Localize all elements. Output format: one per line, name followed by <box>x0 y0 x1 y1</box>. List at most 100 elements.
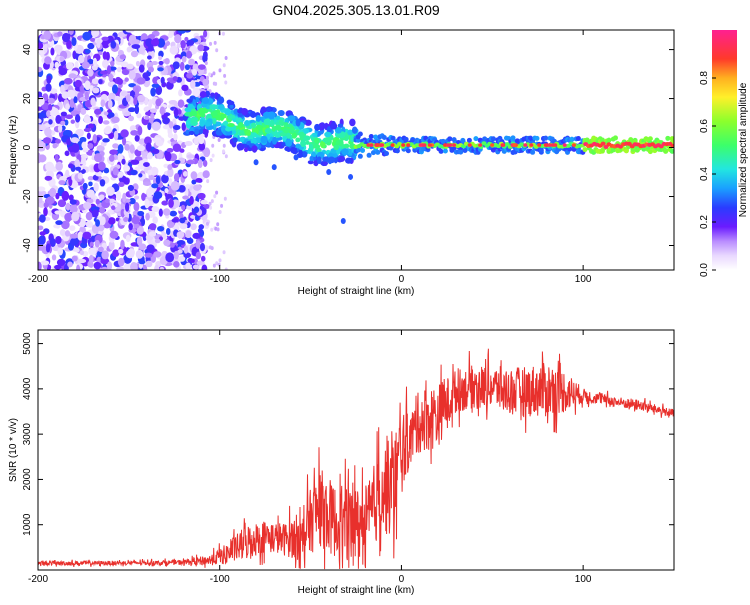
spectrogram-cell <box>197 192 206 200</box>
spectrogram-cell <box>87 175 94 181</box>
spectrogram-cell <box>116 66 122 73</box>
spectrogram-cell <box>129 169 138 176</box>
spectrogram-cell <box>200 199 208 205</box>
spectrogram-cell <box>239 137 245 143</box>
spectrogram-cell <box>117 152 123 162</box>
spectrogram-cell <box>59 55 65 62</box>
spectrogram-cell <box>133 202 140 212</box>
x-tick-label: 100 <box>575 574 592 585</box>
spectrogram-cell <box>318 123 324 131</box>
spectrogram-cell <box>172 124 181 131</box>
spectrogram-cell <box>75 114 81 123</box>
spectrogram-cell <box>151 183 159 189</box>
spectrogram-cell <box>224 80 228 85</box>
spectrogram-cell <box>243 120 250 127</box>
spectrogram-cell <box>229 104 234 109</box>
spectrogram-cell <box>195 251 202 260</box>
spectrogram-cell <box>151 148 160 155</box>
spectrogram-cell <box>205 75 209 80</box>
spectrogram-cell <box>160 76 165 85</box>
spectrogram-cell <box>575 136 581 142</box>
spectrogram-cell <box>71 37 77 47</box>
spectrogram-cell <box>173 133 178 141</box>
spectrogram-cell <box>218 68 222 73</box>
spectrogram-cell <box>38 196 43 204</box>
x-tick-label: -100 <box>210 574 230 585</box>
spectrogram-cell <box>111 84 118 94</box>
spectrogram-cell <box>38 225 44 231</box>
spectrogram-cell <box>46 196 55 205</box>
spectrogram-cell <box>215 48 219 53</box>
spectrogram-cell <box>163 239 171 247</box>
spectrogram-cell <box>179 217 186 224</box>
spectrogram-cell <box>201 264 208 270</box>
spectrogram-cell <box>380 143 385 147</box>
spectrogram-cell <box>174 159 181 165</box>
spectrogram-cell <box>142 264 148 270</box>
spectrogram-cell <box>64 150 70 157</box>
spectrogram-cell <box>215 190 219 195</box>
spectrogram-cell <box>167 167 174 178</box>
spectrogram-cell <box>390 135 396 141</box>
spectrogram-cell <box>174 34 182 44</box>
spectrogram-cell <box>49 238 56 247</box>
spectrogram-cell <box>44 175 53 181</box>
spectrogram-cell <box>221 113 227 119</box>
spectrogram-cell <box>84 49 91 54</box>
spectrogram-cell <box>181 84 189 92</box>
spectrogram-cell <box>38 140 44 149</box>
spectrogram-cell <box>48 119 53 125</box>
spectrogram-cell <box>203 30 208 38</box>
snr-series-line <box>38 348 674 570</box>
spectrogram-cell <box>67 261 73 268</box>
spectrogram-cell <box>94 108 102 115</box>
spectrogram-cell <box>123 177 130 185</box>
spectrogram-cell <box>550 143 555 147</box>
spectrogram-cell <box>335 140 341 145</box>
spectrogram-cell <box>197 159 203 169</box>
spectrogram-cell <box>77 54 85 64</box>
spectrogram-cell <box>211 143 215 148</box>
spectrogram-cell <box>136 113 142 119</box>
spectrogram-cell <box>190 171 198 180</box>
spectrogram-cell <box>151 206 160 213</box>
spectrogram-cell <box>243 147 249 153</box>
spectrogram-cell <box>54 61 60 69</box>
x-tick-label: -100 <box>210 274 230 285</box>
spectrogram-cell <box>88 247 97 256</box>
spectrogram-cell <box>198 136 205 145</box>
spectrogram-cell <box>193 206 200 213</box>
spectrogram-cell <box>375 149 381 155</box>
spectrogram-cell <box>57 199 67 208</box>
spectrogram-cell <box>81 141 87 149</box>
spectrogram-cell <box>52 143 58 149</box>
spectrogram-cell <box>108 209 114 215</box>
spectrogram-cell <box>169 45 179 55</box>
spectrogram-cell <box>562 143 567 147</box>
spectrogram-cell <box>153 191 163 200</box>
spectrogram-cell <box>137 210 145 217</box>
spectrogram-cell <box>125 234 131 243</box>
spectrogram-cell <box>61 190 70 201</box>
spectrogram-cell <box>155 175 161 185</box>
spectrogram-cell <box>260 135 268 144</box>
spectrogram-cell <box>213 40 217 45</box>
spectrogram-cell <box>185 230 192 238</box>
spectrogram-cell <box>328 156 336 164</box>
spectrogram-cell <box>122 192 127 203</box>
spectrogram-cell <box>84 91 89 101</box>
spectrogram-cell <box>250 138 258 145</box>
spectrogram-cell <box>626 141 632 146</box>
spectrogram-cell <box>102 51 108 60</box>
spectrogram-cell <box>147 55 152 60</box>
spectrogram-cell <box>68 176 73 187</box>
spectrogram-cell <box>151 121 161 131</box>
spectrogram-cell <box>185 119 191 126</box>
spectrogram-cell <box>55 161 63 171</box>
snr-panel: -200 -100 0 100 1000 2000 3000 4000 5000 Height… <box>8 329 675 596</box>
spectrogram-cell <box>289 125 295 134</box>
spectrogram-cell <box>101 59 109 69</box>
spectrogram-cell <box>181 55 187 63</box>
spectrogram-cell <box>98 246 104 253</box>
